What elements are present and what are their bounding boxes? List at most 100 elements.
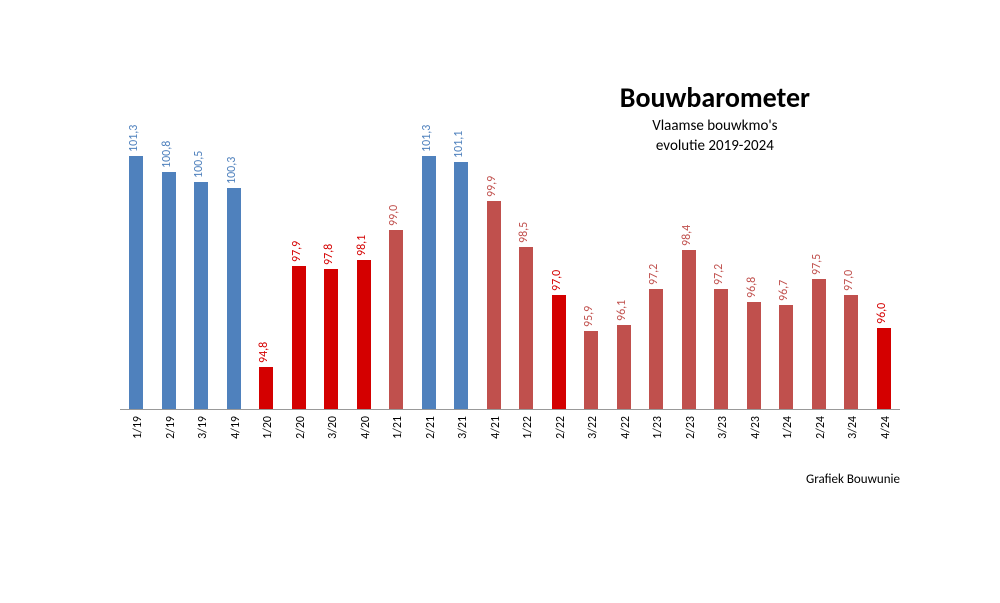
x-axis-label: 1/20 — [261, 416, 275, 439]
bar-slot: 99,0 — [380, 150, 413, 409]
x-axis-label: 2/20 — [294, 416, 308, 439]
x-label-slot: 4/23 — [738, 410, 771, 460]
x-axis-label: 4/23 — [749, 416, 763, 439]
bar — [259, 367, 273, 409]
x-label-slot: 3/23 — [705, 410, 738, 460]
bar — [227, 188, 241, 409]
chart-subtitle-line1: Vlaamse bouwkmo's — [620, 117, 810, 135]
bar-value-label: 95,9 — [582, 306, 596, 327]
bar-slot: 100,8 — [153, 150, 186, 409]
bar-slot: 97,0 — [835, 150, 868, 409]
bar-value-label: 97,2 — [647, 264, 661, 285]
bar-value-label: 96,1 — [615, 299, 629, 320]
bar-value-label: 101,3 — [127, 124, 141, 151]
bar — [519, 247, 533, 410]
x-label-slot: 2/19 — [153, 410, 186, 460]
bar-slot: 101,3 — [120, 150, 153, 409]
bar-slot: 97,2 — [640, 150, 673, 409]
x-label-slot: 4/21 — [478, 410, 511, 460]
bar-chart: 101,3100,8100,5100,394,897,997,898,199,0… — [120, 150, 900, 450]
bar-slot: 97,0 — [543, 150, 576, 409]
bar-slot: 101,3 — [413, 150, 446, 409]
bar — [877, 328, 891, 409]
x-axis-label: 2/23 — [684, 416, 698, 439]
x-axis-label: 4/19 — [229, 416, 243, 439]
bar-value-label: 96,7 — [777, 280, 791, 301]
bar — [129, 156, 143, 410]
bar-value-label: 101,3 — [420, 124, 434, 151]
bar-value-label: 99,0 — [387, 205, 401, 226]
x-label-slot: 1/24 — [770, 410, 803, 460]
x-axis-label: 2/22 — [554, 416, 568, 439]
bar-value-label: 96,8 — [745, 277, 759, 298]
x-label-slot: 4/19 — [218, 410, 251, 460]
x-axis-label: 1/19 — [131, 416, 145, 439]
bar-value-label: 100,3 — [225, 157, 239, 184]
x-axis-label: 1/23 — [651, 416, 665, 439]
x-label-slot: 1/22 — [510, 410, 543, 460]
bar-value-label: 97,0 — [842, 270, 856, 291]
x-label-slot: 2/23 — [673, 410, 706, 460]
x-axis-label: 3/24 — [846, 416, 860, 439]
bar-slot: 96,8 — [738, 150, 771, 409]
x-axis-label: 4/22 — [619, 416, 633, 439]
bar-value-label: 94,8 — [257, 342, 271, 363]
x-axis-label: 2/24 — [814, 416, 828, 439]
bar — [682, 250, 696, 409]
bar-slot: 96,0 — [868, 150, 901, 409]
bar-slot: 100,5 — [185, 150, 218, 409]
x-axis-label: 3/22 — [586, 416, 600, 439]
x-axis-label: 4/20 — [359, 416, 373, 439]
bar-value-label: 97,8 — [322, 244, 336, 265]
bars-area: 101,3100,8100,5100,394,897,997,898,199,0… — [120, 150, 900, 410]
x-label-slot: 4/24 — [868, 410, 901, 460]
x-axis-label: 3/19 — [196, 416, 210, 439]
bar-value-label: 97,0 — [550, 270, 564, 291]
bar — [649, 289, 663, 409]
bar-value-label: 97,9 — [290, 241, 304, 262]
x-label-slot: 1/21 — [380, 410, 413, 460]
x-axis-label: 4/24 — [879, 416, 893, 439]
bar-slot: 97,8 — [315, 150, 348, 409]
x-axis-label: 3/23 — [716, 416, 730, 439]
x-label-slot: 4/22 — [608, 410, 641, 460]
bar — [779, 305, 793, 409]
x-axis-label: 2/21 — [424, 416, 438, 439]
bar-value-label: 101,1 — [452, 131, 466, 158]
bar — [292, 266, 306, 409]
bar — [844, 295, 858, 409]
chart-credit: Grafiek Bouwunie — [806, 472, 900, 487]
bar-value-label: 98,1 — [355, 234, 369, 255]
chart-title-block: Bouwbarometer Vlaamse bouwkmo's evolutie… — [620, 80, 810, 155]
bar-slot: 97,5 — [803, 150, 836, 409]
bar-slot: 98,1 — [348, 150, 381, 409]
x-axis-label: 1/21 — [391, 416, 405, 439]
x-axis-label: 1/24 — [781, 416, 795, 439]
bar-value-label: 97,2 — [712, 264, 726, 285]
bar-slot: 96,1 — [608, 150, 641, 409]
bar — [324, 269, 338, 409]
bar-value-label: 97,5 — [810, 254, 824, 275]
bar — [162, 172, 176, 409]
x-label-slot: 2/22 — [543, 410, 576, 460]
bar-slot: 98,5 — [510, 150, 543, 409]
bar-slot: 94,8 — [250, 150, 283, 409]
bar — [194, 182, 208, 410]
bar — [422, 156, 436, 410]
x-label-slot: 1/23 — [640, 410, 673, 460]
bar-slot: 95,9 — [575, 150, 608, 409]
x-axis-label: 1/22 — [521, 416, 535, 439]
x-axis-labels: 1/192/193/194/191/202/203/204/201/212/21… — [120, 410, 900, 460]
bar — [552, 295, 566, 409]
x-label-slot: 2/20 — [283, 410, 316, 460]
x-label-slot: 3/19 — [185, 410, 218, 460]
x-axis-label: 4/21 — [489, 416, 503, 439]
x-label-slot: 3/24 — [835, 410, 868, 460]
x-label-slot: 1/20 — [250, 410, 283, 460]
bar-value-label: 100,5 — [192, 150, 206, 177]
bar-slot: 97,2 — [705, 150, 738, 409]
bar-slot: 100,3 — [218, 150, 251, 409]
bar — [714, 289, 728, 409]
bar — [747, 302, 761, 409]
bar-value-label: 98,5 — [517, 221, 531, 242]
